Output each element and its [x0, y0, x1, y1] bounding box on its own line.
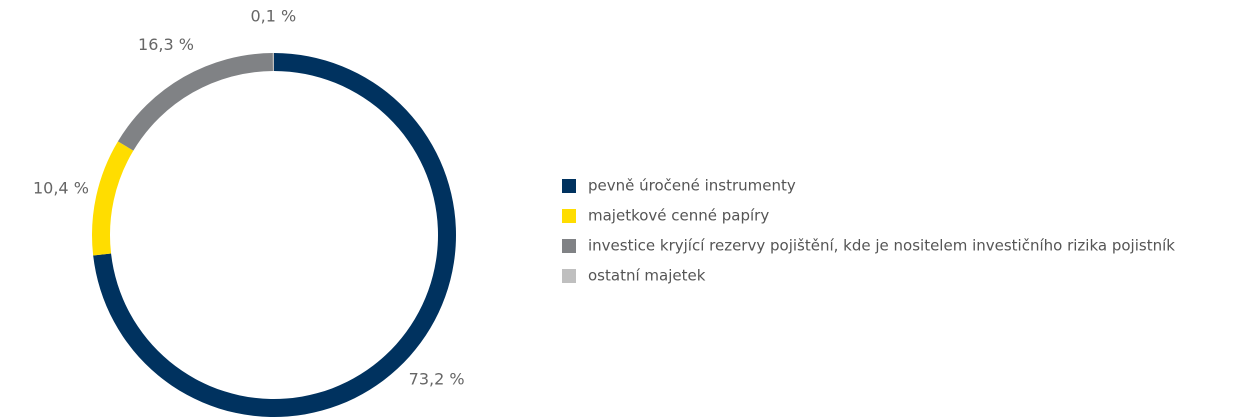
value-label: 0,1 %	[250, 7, 296, 26]
legend-label: pevně úročené instrumenty	[588, 177, 796, 195]
donut-segment	[92, 141, 134, 256]
legend-swatch	[562, 239, 576, 253]
legend-swatch	[562, 209, 576, 223]
value-label: 10,4 %	[33, 178, 89, 197]
donut-segment	[272, 53, 274, 72]
legend-swatch	[562, 179, 576, 193]
legend-label: ostatní majetek	[588, 267, 706, 285]
value-label: 73,2 %	[409, 370, 465, 389]
legend-label: investice kryjící rezervy pojištění, kde…	[588, 237, 1175, 255]
value-label: 16,3 %	[138, 35, 194, 54]
legend-swatch	[562, 269, 576, 283]
legend-label: majetkové cenné papíry	[588, 207, 769, 225]
donut-segment	[117, 53, 273, 151]
